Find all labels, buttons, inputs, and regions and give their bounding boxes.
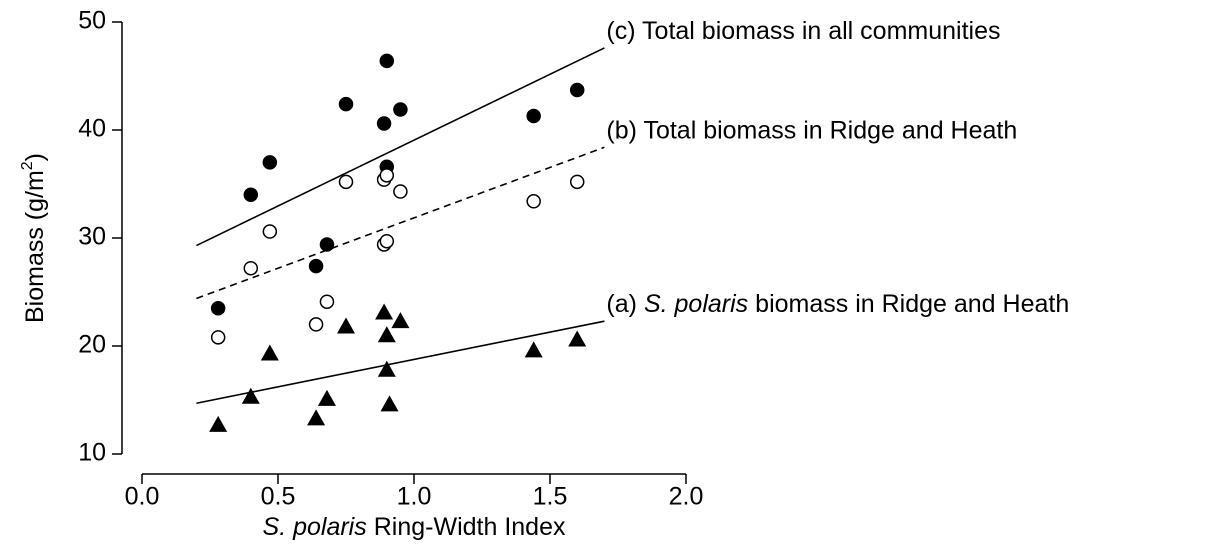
point [377, 326, 396, 343]
point [526, 108, 541, 124]
point [391, 312, 410, 329]
point [308, 258, 324, 274]
fit-label-part: biomass in Ridge and Heath [755, 290, 1069, 318]
fit-line [196, 320, 605, 405]
point [379, 168, 395, 183]
point [569, 174, 585, 190]
point [243, 187, 259, 203]
y-axis-label-part: Biomass (g/m [21, 170, 49, 323]
x-tick-label: 0.5 [261, 483, 296, 511]
y-tick-label: 50 [78, 7, 106, 35]
y-tick-label: 30 [78, 223, 106, 251]
point [393, 102, 408, 117]
point [526, 194, 541, 209]
fit-line [196, 146, 605, 300]
y-axis-label: Biomass (g/m2) [19, 153, 49, 323]
fit-label-part: (c) Total biomass in all communities [606, 17, 1000, 45]
x-tick-label: 0.0 [125, 483, 160, 511]
point [262, 155, 278, 170]
point [393, 184, 408, 199]
point [307, 409, 326, 426]
point [319, 294, 335, 309]
x-tick-label: 2.0 [669, 483, 704, 511]
y-tick-label: 10 [78, 439, 106, 467]
point [338, 174, 354, 190]
fit-label: (a) S. polaris biomass in Ridge and Heath [606, 290, 1069, 318]
y-axis-label-part: 2 [19, 161, 36, 170]
point [317, 389, 336, 406]
point [308, 317, 324, 332]
x-tick-label: 1.0 [397, 483, 432, 511]
point [379, 53, 395, 69]
x-axis-label-part: S. polaris [263, 513, 367, 541]
y-tick-label: 20 [78, 331, 106, 359]
y-tick-label: 40 [78, 115, 106, 143]
fit-line [196, 47, 605, 247]
point [241, 387, 260, 404]
y-axis-label-part: ) [21, 153, 49, 161]
point [319, 237, 335, 252]
x-axis-label-part: Ring-Width Index [374, 513, 566, 541]
point [377, 360, 396, 377]
x-axis-label: S. polaris Ring-Width Index [263, 513, 566, 541]
fit-label: (c) Total biomass in all communities [606, 17, 1000, 45]
fit-label-part: S. polaris [644, 290, 748, 318]
point [376, 116, 392, 131]
point [375, 303, 394, 320]
point [380, 395, 399, 412]
x-tick-label: 1.5 [533, 483, 568, 511]
point [209, 415, 228, 432]
point [262, 224, 278, 239]
point [379, 233, 395, 249]
point [210, 300, 226, 316]
point [260, 344, 279, 361]
point [524, 341, 543, 358]
fit-label: (b) Total biomass in Ridge and Heath [606, 116, 1017, 144]
point [337, 317, 355, 334]
point [243, 260, 259, 276]
fit-label-part: (b) Total biomass in Ridge and Heath [606, 116, 1017, 144]
fit-label-part: (a) [606, 290, 637, 318]
point [568, 330, 587, 347]
point [569, 82, 585, 98]
point [210, 330, 226, 345]
point [338, 96, 354, 112]
